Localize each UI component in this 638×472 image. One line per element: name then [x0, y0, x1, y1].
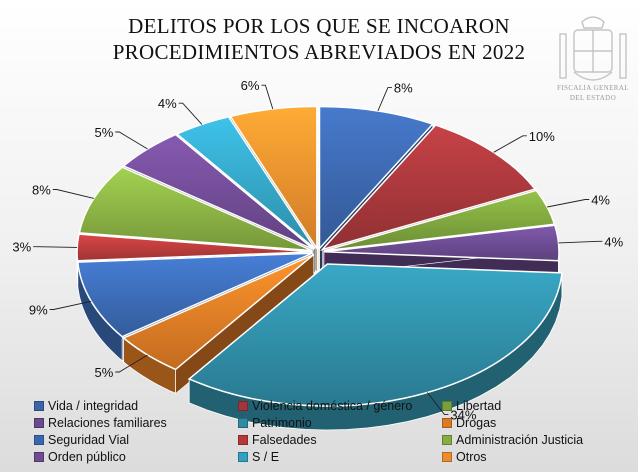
data-label: 8%: [32, 183, 51, 198]
data-label: 34%: [450, 407, 476, 422]
legend-swatch: [442, 452, 452, 462]
logo-text-line1: FISCALIA GENERAL: [557, 84, 629, 92]
leader-line: [547, 199, 590, 208]
pie-slice: [187, 263, 563, 431]
legend-label: Relaciones familiares: [48, 416, 167, 430]
legend-label: S / E: [252, 450, 280, 464]
legend-item: Seguridad Vial: [34, 432, 129, 448]
legend-label: Violencia doméstica / género: [252, 399, 413, 413]
legend-label: Libertad: [456, 399, 502, 413]
legend-item: Orden público: [34, 449, 126, 465]
data-label: 4%: [591, 193, 610, 208]
data-label: 5%: [95, 365, 114, 380]
legend-swatch: [442, 418, 452, 428]
legend-swatch: [238, 401, 248, 411]
leader-line: [178, 102, 203, 125]
legend-label: Falsedades: [252, 433, 317, 447]
legend-label: Drogas: [456, 416, 497, 430]
legend-label: Administración Justicia: [456, 433, 584, 447]
legend-item: Administración Justicia: [442, 432, 583, 448]
legend-swatch: [442, 435, 452, 445]
legend-swatch: [238, 418, 248, 428]
leader-line: [427, 392, 449, 415]
leader-line: [493, 135, 527, 153]
legend-swatch: [238, 452, 248, 462]
legend-item: Drogas: [442, 415, 496, 431]
leader-line: [115, 131, 148, 150]
legend-item: Otros: [442, 449, 487, 465]
data-label: 8%: [394, 81, 413, 96]
legend-label: Otros: [456, 450, 487, 464]
leader-line: [49, 300, 92, 310]
leader-line: [33, 246, 78, 248]
pie-slice: [122, 253, 315, 395]
leader-line: [261, 84, 274, 110]
legend-swatch: [34, 435, 44, 445]
legend-item: Relaciones familiares: [34, 415, 167, 431]
legend-item: Vida / integridad: [34, 398, 138, 414]
leader-line: [115, 354, 148, 373]
legend-swatch: [442, 401, 452, 411]
leader-line: [558, 240, 603, 244]
leader-line: [377, 87, 392, 112]
legend-swatch: [238, 435, 248, 445]
legend-item: Violencia doméstica / género: [238, 398, 412, 414]
logo-text-line2: DEL ESTADO: [569, 94, 617, 102]
chart-subtitle: PROCEDIMIENTOS ABREVIADOS EN 2022: [112, 40, 526, 64]
legend-item: Libertad: [442, 398, 501, 414]
data-label: 3%: [12, 240, 31, 255]
data-label: 10%: [529, 129, 555, 144]
leader-line: [52, 189, 95, 199]
legend-label: Patrimonio: [252, 416, 312, 430]
data-label: 9%: [29, 303, 48, 318]
legend-item: Patrimonio: [238, 415, 312, 431]
legend-label: Orden público: [48, 450, 126, 464]
legend-item: S / E: [238, 449, 279, 465]
data-label: 5%: [95, 125, 114, 140]
legend-swatch: [34, 452, 44, 462]
legend-label: Vida / integridad: [48, 399, 139, 413]
coat-of-arms-logo: [559, 16, 627, 81]
data-label: 6%: [241, 78, 260, 93]
data-label: 4%: [158, 96, 177, 111]
legend-item: Falsedades: [238, 432, 317, 448]
legend-swatch: [34, 418, 44, 428]
chart-title: DELITOS POR LOS QUE SE INCOARON: [128, 14, 510, 38]
data-label: 4%: [604, 234, 623, 249]
legend-label: Seguridad Vial: [48, 433, 130, 447]
legend-swatch: [34, 401, 44, 411]
